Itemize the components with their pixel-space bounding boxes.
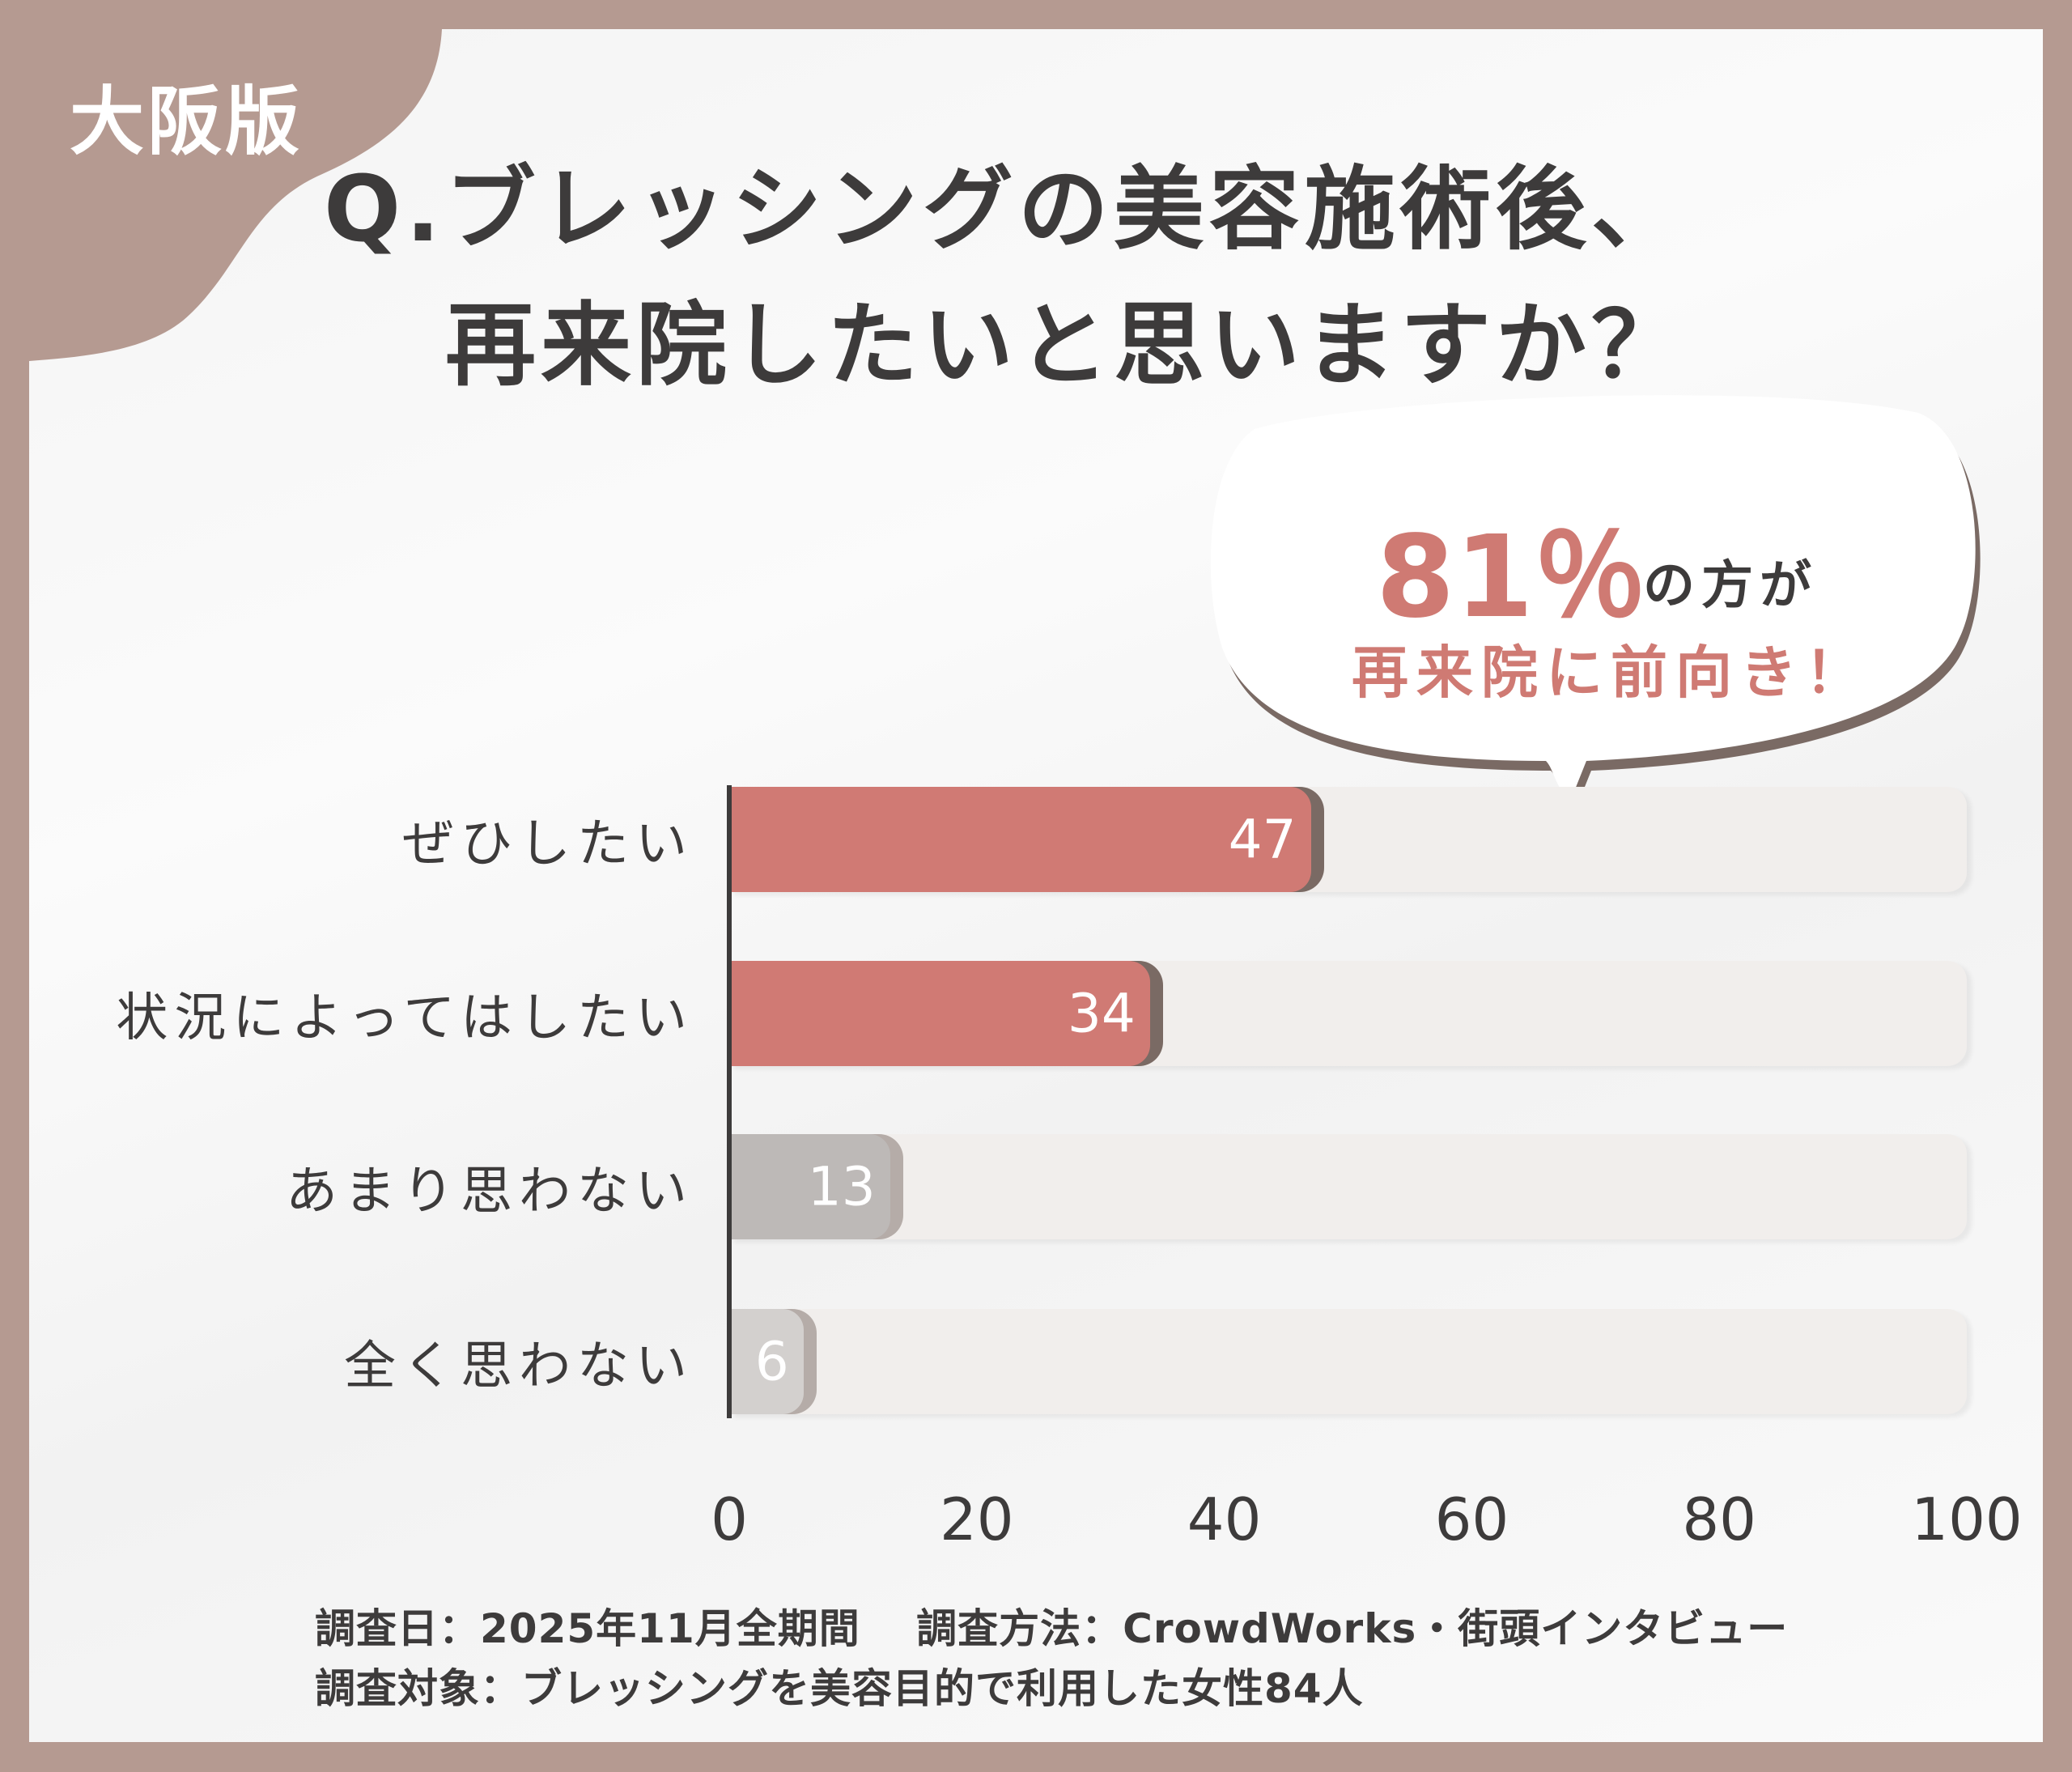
region-badge-shape bbox=[29, 29, 442, 361]
callout-text: 再来院に前向き！ bbox=[1352, 640, 1870, 706]
bar bbox=[729, 1134, 890, 1239]
x-tick-label: 40 bbox=[1187, 1485, 1262, 1553]
footer-line1: 調査日：2025年11月全期間 調査方法：CrowdWorks・街頭インタビュー bbox=[315, 1605, 1789, 1652]
bar-track bbox=[729, 1309, 1967, 1414]
bar-value-label: 13 bbox=[807, 1155, 876, 1218]
x-tick-label: 100 bbox=[1911, 1485, 2023, 1553]
region-badge: 大阪版 bbox=[70, 79, 304, 165]
bar-value-label: 6 bbox=[754, 1330, 789, 1393]
question-title-line1: Q.ブレッシングの美容施術後、 bbox=[324, 157, 1687, 262]
bar bbox=[729, 787, 1311, 892]
callout-suffix: の方が bbox=[1643, 556, 1818, 616]
bar-track bbox=[729, 1134, 1967, 1239]
x-tick-label: 60 bbox=[1434, 1485, 1509, 1553]
bar-value-label: 34 bbox=[1067, 982, 1136, 1045]
bar bbox=[729, 961, 1150, 1066]
category-label: あまり思わない bbox=[286, 1162, 694, 1222]
footer-line2: 調査対象：ブレッシングを美容目的で利用した女性84人 bbox=[315, 1665, 1364, 1712]
speech-bubble bbox=[1210, 395, 1981, 810]
bar-value-label: 47 bbox=[1228, 808, 1297, 871]
y-axis-line bbox=[727, 785, 732, 1418]
x-tick-label: 20 bbox=[939, 1485, 1014, 1553]
x-tick-label: 0 bbox=[711, 1485, 748, 1553]
x-tick-label: 80 bbox=[1682, 1485, 1756, 1553]
question-title-line2: 再来院したいと思いますか？ bbox=[445, 293, 1687, 398]
callout-percent: 81％ bbox=[1376, 512, 1647, 644]
bar bbox=[729, 1309, 804, 1414]
category-label: ぜひしたい bbox=[402, 814, 694, 874]
category-label: 状況によってはしたい bbox=[116, 988, 694, 1048]
category-label: 全く思わない bbox=[344, 1336, 694, 1396]
